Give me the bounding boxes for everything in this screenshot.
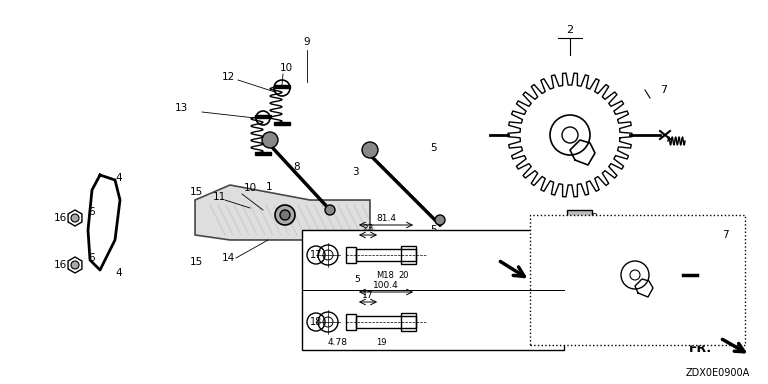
Text: ZDX0E0900A: ZDX0E0900A: [686, 368, 750, 378]
Text: 16: 16: [54, 213, 67, 223]
Circle shape: [262, 132, 278, 148]
Bar: [274, 85, 290, 88]
Text: 5: 5: [430, 225, 437, 235]
Text: 4: 4: [115, 173, 121, 183]
Bar: [401, 313, 416, 331]
Text: 81.4: 81.4: [376, 214, 396, 223]
Text: 12: 12: [222, 72, 235, 82]
Text: 2: 2: [567, 25, 574, 35]
Bar: [274, 122, 290, 125]
Text: 15: 15: [190, 257, 204, 267]
Text: 5: 5: [354, 275, 359, 284]
Bar: [356, 249, 416, 261]
Text: 10: 10: [280, 63, 293, 73]
Circle shape: [71, 261, 79, 269]
Text: 7: 7: [660, 85, 667, 95]
Bar: [346, 314, 356, 330]
Text: 11: 11: [213, 192, 227, 202]
Text: 6: 6: [88, 253, 94, 263]
Polygon shape: [195, 185, 370, 240]
Text: 23: 23: [362, 224, 374, 233]
Text: 9: 9: [303, 37, 310, 47]
Text: 7: 7: [722, 230, 728, 240]
Text: 5: 5: [430, 143, 437, 153]
Circle shape: [325, 205, 335, 215]
Bar: [530, 215, 745, 345]
Text: 3: 3: [352, 257, 359, 267]
Text: 15: 15: [190, 187, 204, 197]
Text: 4: 4: [115, 268, 121, 278]
Text: 10: 10: [244, 183, 257, 193]
Text: 3: 3: [352, 167, 359, 177]
Circle shape: [435, 215, 445, 225]
Text: 17: 17: [362, 291, 374, 300]
Bar: [567, 210, 592, 218]
Text: 20: 20: [398, 271, 409, 280]
Text: 19: 19: [586, 213, 599, 223]
Circle shape: [280, 210, 290, 220]
Text: 6: 6: [88, 207, 94, 217]
Text: 14: 14: [222, 253, 235, 263]
Circle shape: [362, 142, 378, 158]
Text: 16: 16: [54, 260, 67, 270]
Text: 13: 13: [175, 103, 188, 113]
Bar: [302, 230, 564, 350]
Text: 1: 1: [266, 182, 273, 192]
Bar: [356, 316, 416, 328]
Bar: [401, 246, 416, 264]
Text: 18: 18: [310, 317, 322, 327]
Text: 17: 17: [310, 250, 323, 260]
Text: 4.78: 4.78: [328, 338, 348, 347]
Bar: [255, 115, 271, 118]
Text: 8: 8: [293, 162, 300, 172]
Text: 100.4: 100.4: [373, 281, 399, 290]
Text: 19: 19: [376, 338, 386, 347]
Bar: [255, 152, 271, 155]
Bar: [346, 247, 356, 263]
Text: M18: M18: [376, 271, 394, 280]
Circle shape: [71, 214, 79, 222]
Text: FR.: FR.: [689, 341, 712, 354]
Circle shape: [275, 205, 295, 225]
